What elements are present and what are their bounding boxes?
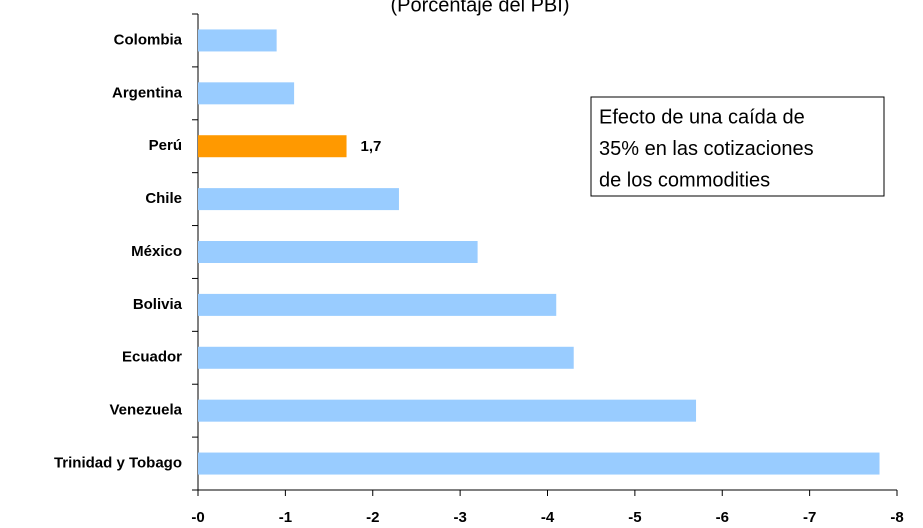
y-tick-label: Colombia xyxy=(114,31,183,48)
bar xyxy=(198,29,277,52)
y-tick-label: Chile xyxy=(145,190,182,207)
data-label: 1,7 xyxy=(361,138,382,155)
x-tick-label: -7 xyxy=(803,509,816,526)
chart-subtitle: (Porcentaje del PBI) xyxy=(391,0,570,16)
x-tick-label: -0 xyxy=(191,509,204,526)
y-tick-label: México xyxy=(131,243,182,260)
annotation-line: de los commodities xyxy=(599,169,770,191)
bar xyxy=(198,399,697,422)
y-tick-label: Perú xyxy=(149,137,182,154)
bar xyxy=(198,82,295,105)
bar xyxy=(198,241,478,263)
y-tick-label: Bolivia xyxy=(133,296,183,313)
x-tick-label: -3 xyxy=(453,509,466,526)
annotation-line: Efecto de una caída de xyxy=(599,106,805,128)
x-tick-label: -8 xyxy=(890,509,903,526)
x-tick-label: -6 xyxy=(716,509,729,526)
x-tick-label: -4 xyxy=(541,509,555,526)
x-tick-label: -1 xyxy=(279,509,292,526)
y-tick-label: Trinidad y Tobago xyxy=(54,455,182,472)
x-tick-label: -5 xyxy=(628,509,641,526)
annotation-box xyxy=(590,96,885,197)
bar xyxy=(198,452,880,475)
x-tick-label: -2 xyxy=(366,509,379,526)
y-tick-label: Argentina xyxy=(112,84,183,101)
y-tick-label: Ecuador xyxy=(122,349,182,366)
bar xyxy=(198,346,574,369)
annotation-line: 35% en las cotizaciones xyxy=(599,138,814,160)
bar xyxy=(198,188,399,211)
bar xyxy=(198,293,557,316)
y-tick-label: Venezuela xyxy=(109,402,182,419)
bar xyxy=(198,135,347,158)
